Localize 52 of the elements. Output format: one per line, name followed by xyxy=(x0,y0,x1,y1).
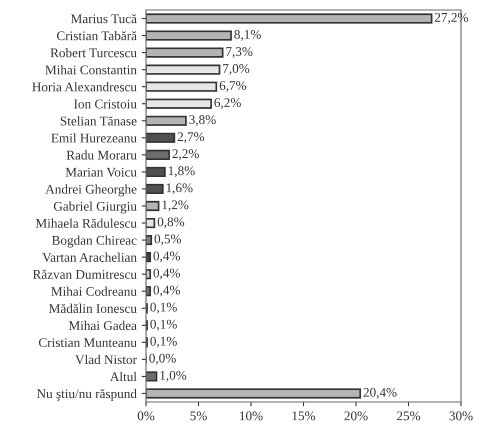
data-label: 0,4% xyxy=(153,286,180,296)
x-tick-label: 20% xyxy=(344,411,368,420)
data-label: 0,1% xyxy=(150,336,177,348)
y-tick-label: Mihaela Rădulescu xyxy=(36,218,137,228)
data-label: 1,0% xyxy=(160,370,186,382)
x-tick-label: 0% xyxy=(138,411,154,420)
data-label: 0,8% xyxy=(158,217,184,228)
data-label: 1,8% xyxy=(168,166,195,178)
y-tick-label: Andrei Gheorghe xyxy=(45,184,137,196)
y-tick-label: Radu Moraru xyxy=(66,150,137,160)
y-tick-label: Bogdan Chireac xyxy=(52,236,137,248)
data-label: 1,6% xyxy=(166,183,193,194)
y-tick-label: Mihai Gadea xyxy=(68,320,137,330)
y-tick-label: Nu ştiu/nu răspund xyxy=(36,388,137,401)
y-tick-label: Vartan Arachelian xyxy=(42,252,137,262)
y-tick-label: Mădălin Ionescu xyxy=(49,304,137,313)
x-tick-label: 30% xyxy=(450,411,473,420)
y-tick-label: Vlad Nistor xyxy=(75,354,137,364)
data-label: 6,2% xyxy=(214,98,241,109)
y-tick-label: Marius Tucă xyxy=(70,14,137,24)
y-tick-label: Stelian Tănase xyxy=(60,116,137,126)
data-label: 6,7% xyxy=(220,81,246,92)
y-tick-label: Răzvan Dumitrescu xyxy=(32,270,137,279)
y-tick-label: Mihai Codreanu xyxy=(51,286,137,296)
y-tick-label: Cristian Munteanu xyxy=(38,338,137,348)
x-tick-label: 25% xyxy=(396,411,420,420)
data-label: 0,4% xyxy=(153,252,180,262)
data-label: 0,5% xyxy=(154,234,182,246)
data-label: 20,4% xyxy=(364,388,397,399)
x-tick-label: 15% xyxy=(292,411,316,420)
x-tick-label: 10% xyxy=(240,411,263,420)
data-label: 0,1% xyxy=(150,320,177,331)
y-tick-label: Gabriel Giurgiu xyxy=(54,201,137,214)
data-label: 0,0% xyxy=(149,354,176,365)
y-tick-label: Robert Turcescu xyxy=(50,48,137,58)
y-tick-label: Marian Voicu xyxy=(66,168,137,177)
data-label: 7,0% xyxy=(223,64,250,75)
y-tick-label: Horia Alexandrescu xyxy=(32,82,137,92)
data-label: 0,1% xyxy=(150,302,177,314)
y-tick-label: Altul xyxy=(110,372,137,382)
data-label: 8,1% xyxy=(234,30,261,41)
y-tick-label: Ion Cristoiu xyxy=(74,100,137,108)
data-label: 2,2% xyxy=(172,149,199,160)
y-tick-label: Cristian Tabără xyxy=(56,30,137,40)
y-tick-label: Emil Hurezeanu xyxy=(51,133,137,143)
data-label: 0,4% xyxy=(153,268,180,280)
y-tick-label: Mihai Constantin xyxy=(45,65,137,74)
data-label: 7,3% xyxy=(226,47,252,58)
data-label: 2,7% xyxy=(178,132,204,144)
data-label: 1,2% xyxy=(162,200,188,212)
x-tick-label: 5% xyxy=(190,411,207,420)
data-label: 3,8% xyxy=(189,115,216,126)
